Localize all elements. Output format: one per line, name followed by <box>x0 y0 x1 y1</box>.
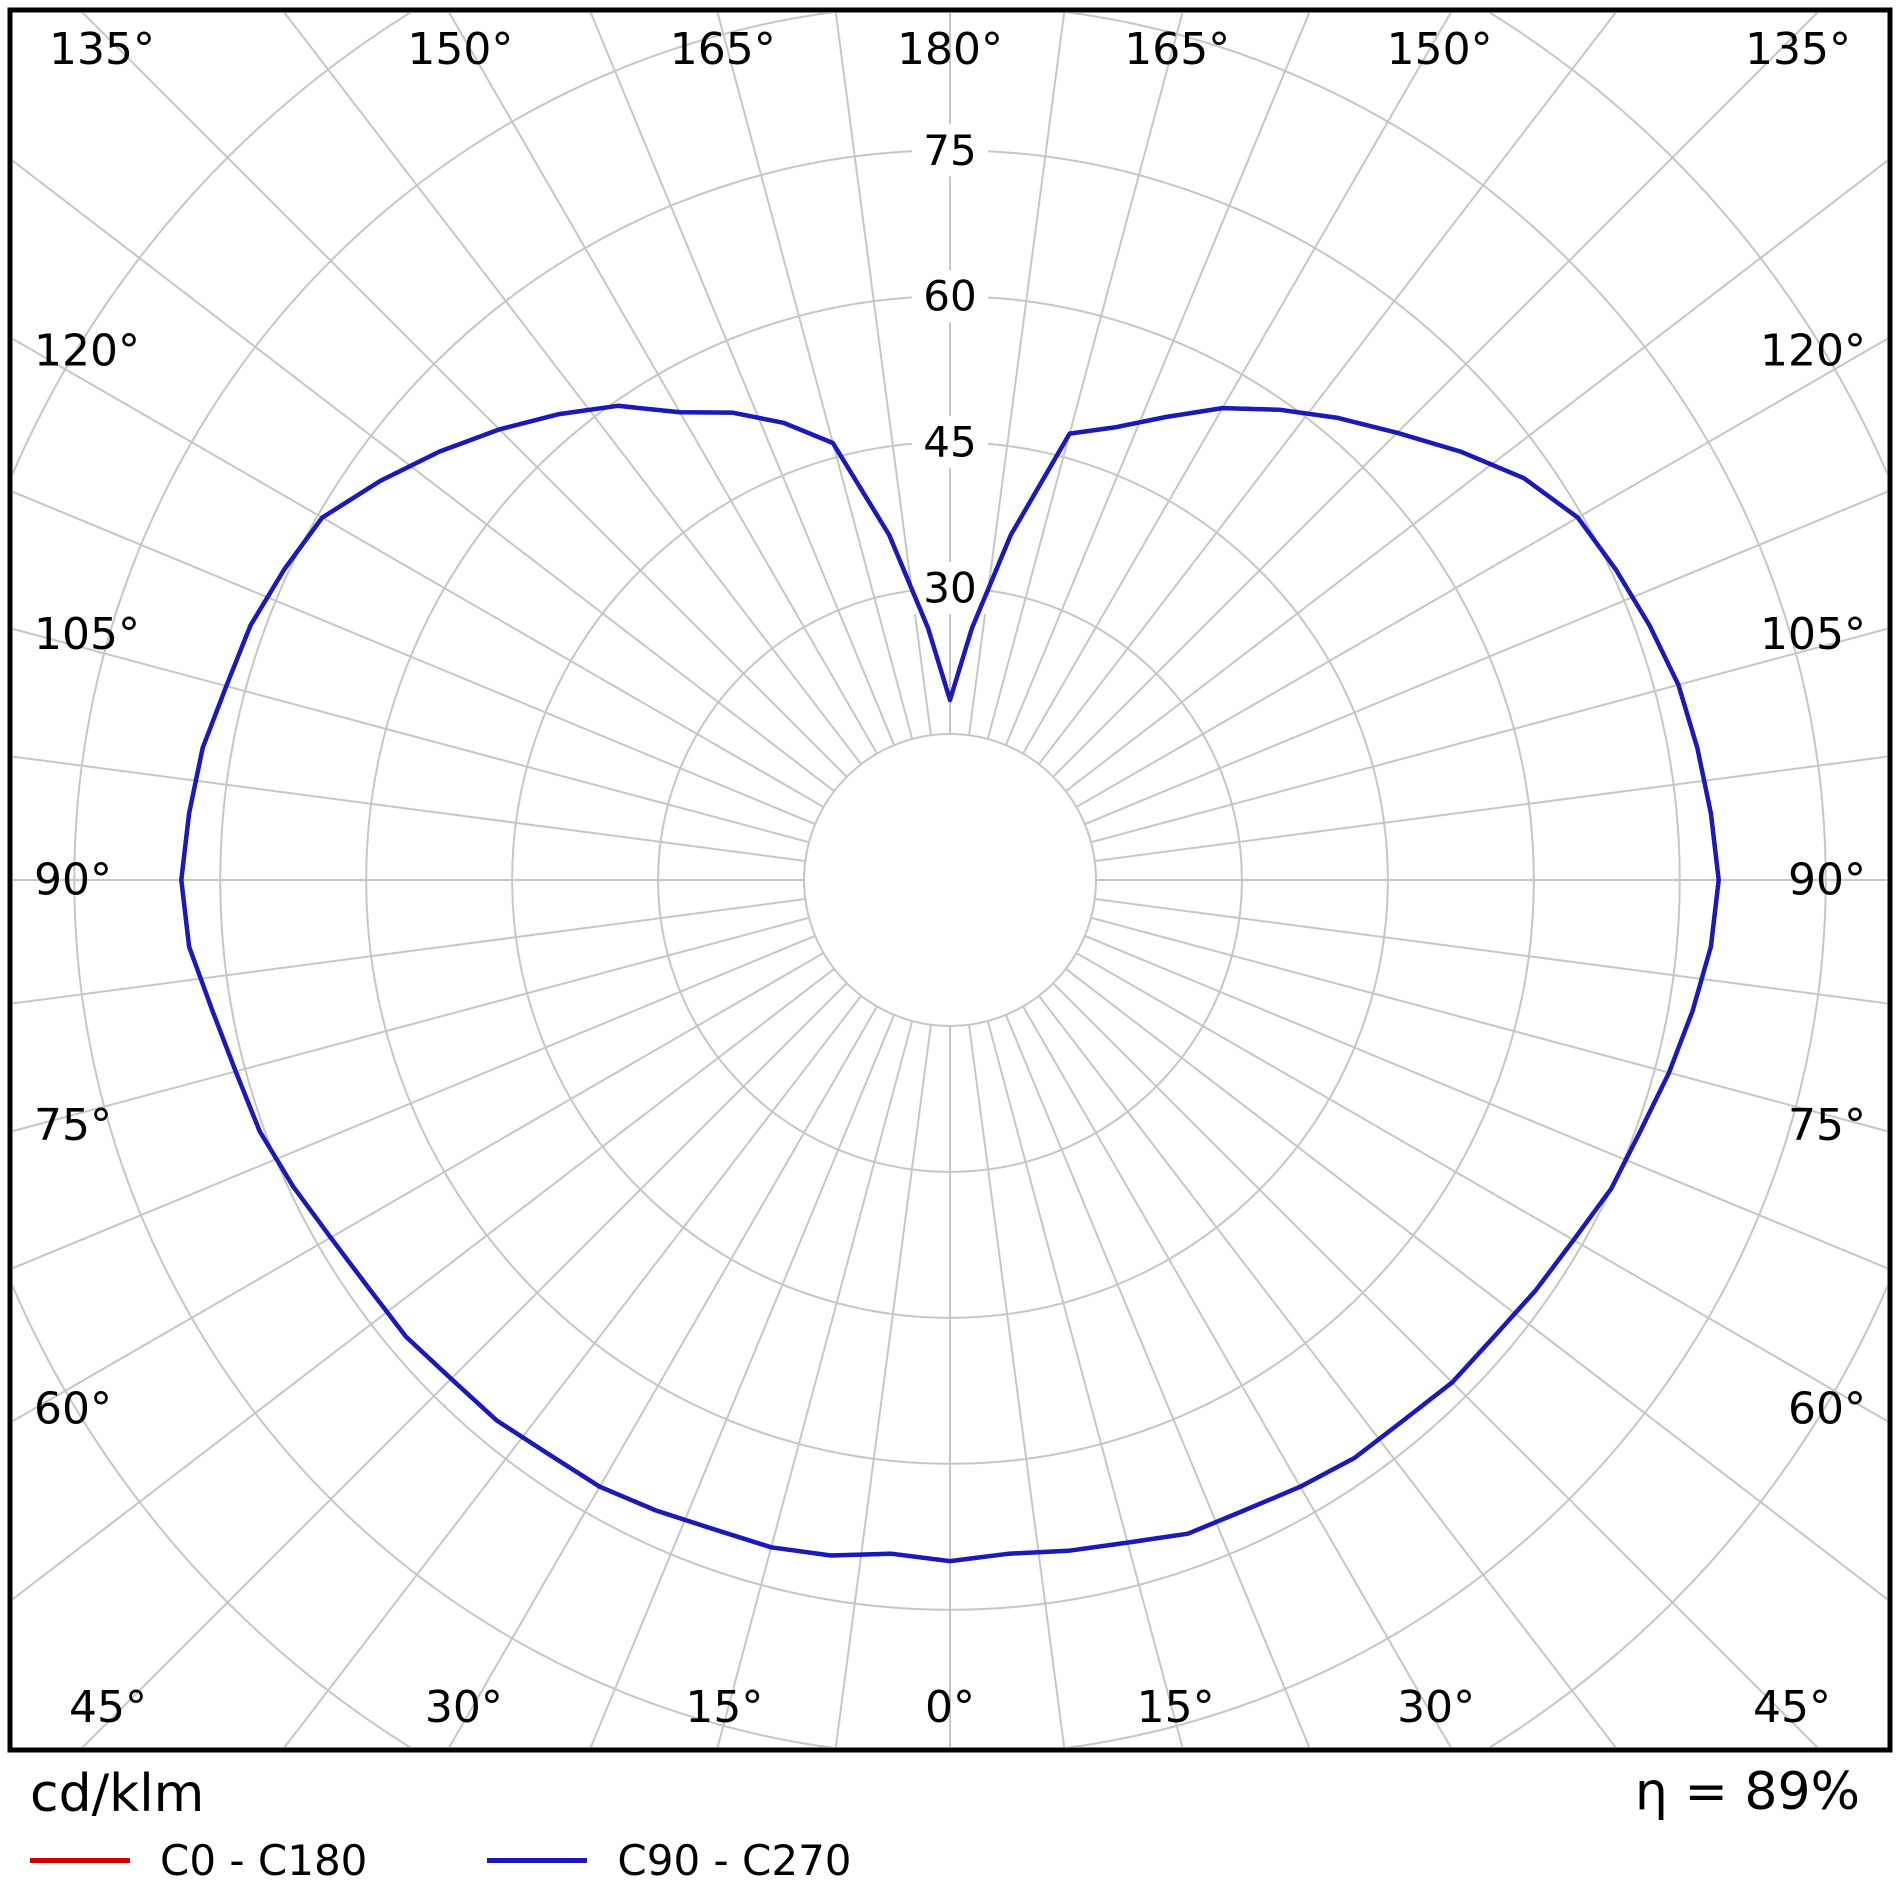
ring-label-75: 75 <box>923 126 976 175</box>
angle-label-165-right: 165° <box>1124 24 1230 75</box>
grid-spoke <box>13 627 810 844</box>
angle-label-105-right: 105° <box>1760 609 1866 660</box>
angle-label-60-right: 60° <box>1788 1383 1866 1434</box>
grid-spoke <box>1052 13 1819 778</box>
grid-spoke <box>448 1005 878 1747</box>
ring-label-45: 45 <box>923 418 976 467</box>
angle-label-30-right: 30° <box>1397 1682 1475 1733</box>
grid-spoke <box>716 1020 914 1747</box>
grid-spoke <box>589 1014 896 1747</box>
series-path-c90-c270 <box>179 403 1721 1564</box>
angle-label-45-right: 45° <box>1753 1682 1831 1733</box>
unit-label: cd/klm <box>30 1764 205 1824</box>
grid-spoke <box>1004 13 1311 746</box>
angle-label-30-left: 30° <box>425 1682 503 1733</box>
grid-spoke <box>81 13 848 778</box>
angle-label-90-left: 90° <box>34 855 112 906</box>
angle-label-105-left: 105° <box>34 609 140 660</box>
angle-label-135-right: 135° <box>1745 24 1851 75</box>
legend-label-c0-c180: C0 - C180 <box>160 1836 368 1885</box>
grid-spoke <box>834 13 932 736</box>
grid-spoke <box>13 916 810 1133</box>
grid-spoke <box>1038 13 1617 765</box>
grid-spoke <box>81 982 848 1747</box>
grid-spoke <box>1090 627 1887 844</box>
legend-swatch-c90-c270 <box>487 1858 588 1863</box>
grid-spoke <box>13 952 825 1423</box>
grid-spoke <box>968 13 1066 736</box>
legend-item-c0-c180: C0 - C180 <box>30 1836 367 1885</box>
grid-spoke <box>1094 898 1887 1005</box>
grid-spoke <box>13 337 825 808</box>
grid-spoke <box>13 755 806 862</box>
grid-spoke <box>1084 490 1887 826</box>
grid-spoke <box>986 13 1184 740</box>
grid-spoke <box>834 1024 932 1747</box>
grid-spoke <box>716 13 914 740</box>
grid-spoke <box>968 1024 1066 1747</box>
grid-spoke <box>1065 968 1887 1601</box>
grid-spoke <box>1004 1014 1311 1747</box>
ring-label-60: 60 <box>923 272 976 321</box>
efficiency-value: η = 89% <box>1634 1762 1860 1822</box>
angle-label-45-left: 45° <box>69 1682 147 1733</box>
angle-label-75-left: 75° <box>34 1100 112 1151</box>
grid-spoke <box>13 490 816 826</box>
ring-label-backing <box>912 270 988 323</box>
grid-spoke <box>1075 337 1887 808</box>
angle-label-135-left: 135° <box>49 24 155 75</box>
ring-label-backing <box>912 416 988 469</box>
grid-spoke <box>1052 982 1819 1747</box>
legend: C0 - C180 C90 - C270 <box>30 1836 852 1885</box>
grid-spoke <box>589 13 896 746</box>
angle-label-0: 0° <box>925 1682 975 1733</box>
angle-label-180: 180° <box>897 24 1003 75</box>
grid-ring-15 <box>803 733 1097 1027</box>
angle-label-120-right: 120° <box>1760 326 1866 377</box>
legend-item-c90-c270: C90 - C270 <box>487 1836 852 1885</box>
angle-label-150-right: 150° <box>1387 24 1493 75</box>
angle-label-15-left: 15° <box>685 1682 763 1733</box>
angle-label-75-right: 75° <box>1788 1100 1866 1151</box>
grid-spoke <box>1065 159 1887 792</box>
grid-spoke <box>1075 952 1887 1423</box>
chart-frame <box>7 7 1893 1753</box>
grid-spoke <box>1038 995 1617 1747</box>
legend-label-c90-c270: C90 - C270 <box>617 1836 852 1885</box>
grid-spoke <box>448 13 878 755</box>
grid-spoke <box>13 898 806 1005</box>
grid-spoke <box>1090 916 1887 1133</box>
grid-spoke <box>283 13 862 765</box>
angle-label-150-left: 150° <box>407 24 513 75</box>
legend-swatch-c0-c180 <box>30 1858 130 1863</box>
grid-spoke <box>1022 1005 1452 1747</box>
grid-spoke <box>13 968 835 1601</box>
grid-spoke <box>13 159 835 792</box>
ring-label-backing <box>912 124 988 177</box>
ring-label-30: 30 <box>923 564 976 613</box>
grid-spoke <box>13 934 816 1270</box>
ring-label-backing <box>912 562 988 615</box>
grid-spoke <box>986 1020 1184 1747</box>
angle-label-60-left: 60° <box>34 1383 112 1434</box>
grid-spoke <box>283 995 862 1747</box>
grid-spoke <box>1094 755 1887 862</box>
grid-spoke <box>1022 13 1452 755</box>
angle-label-120-left: 120° <box>34 326 140 377</box>
angle-label-15-right: 15° <box>1137 1682 1215 1733</box>
angle-label-90-right: 90° <box>1788 855 1866 906</box>
angle-label-165-left: 165° <box>670 24 776 75</box>
grid-spoke <box>1084 934 1887 1270</box>
